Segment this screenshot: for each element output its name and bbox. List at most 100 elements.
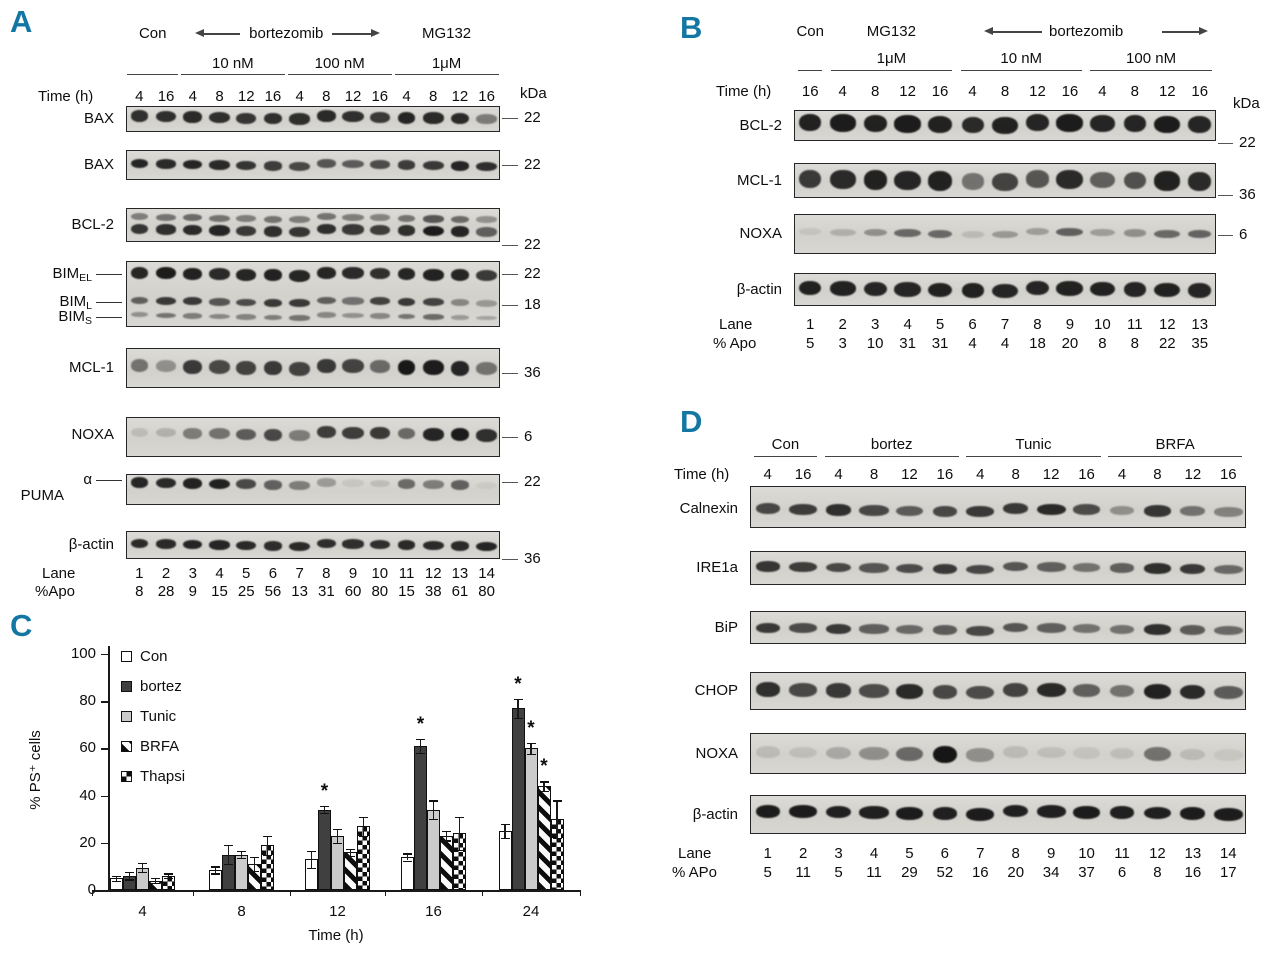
error-cap-bottom — [125, 879, 134, 881]
blot-band — [342, 110, 364, 123]
lane-time: 8 — [215, 88, 224, 105]
time-axis-label: Time (h) — [38, 88, 94, 105]
blot-band — [450, 215, 470, 223]
blot-band — [894, 170, 922, 191]
apo-value: 8 — [135, 583, 144, 600]
concentration-underline — [127, 74, 179, 76]
blot-band — [896, 625, 923, 635]
blot-band — [789, 746, 818, 759]
error-cap-bottom — [151, 882, 160, 885]
apo-value: 4 — [968, 335, 977, 352]
legend-label: BRFA — [140, 738, 180, 755]
lane-time: 4 — [402, 88, 411, 105]
lane-time: 16 — [1061, 83, 1079, 100]
blot-band — [1003, 746, 1029, 758]
error-bar — [310, 851, 313, 868]
blot-band — [1123, 115, 1146, 133]
blot-band — [236, 215, 256, 223]
blot-band — [155, 428, 177, 438]
lane-time: 4 — [1117, 466, 1127, 483]
blot-band — [1025, 113, 1050, 131]
lane-row-label: Lane — [42, 565, 76, 582]
blot-band — [961, 283, 984, 298]
y-tick — [101, 890, 108, 892]
row-label: α — [83, 471, 92, 489]
blot-band — [236, 225, 256, 237]
lane-number: 11 — [1114, 845, 1130, 862]
error-bar — [419, 738, 422, 754]
blot-band — [961, 173, 984, 190]
lane-number: 14 — [478, 565, 495, 582]
error-cap-bottom — [237, 858, 246, 860]
error-bar — [458, 816, 461, 850]
blot-band — [826, 746, 852, 760]
concentration-label: 100 nM — [1126, 50, 1177, 67]
lane-time: 8 — [429, 88, 438, 105]
apo-value: 34 — [1042, 864, 1060, 881]
apo-value: 15 — [211, 583, 228, 600]
y-axis — [108, 646, 110, 892]
blot-band — [397, 225, 416, 236]
concentration-label: 10 nM — [1000, 50, 1043, 67]
lane-row-label: Lane — [678, 845, 712, 862]
blot-band — [317, 426, 336, 439]
treatment-label: Con — [138, 25, 167, 42]
blot-band — [896, 505, 923, 517]
apo-value: 28 — [157, 583, 175, 600]
legend-label: Tunic — [140, 708, 177, 725]
blot-band — [183, 297, 203, 306]
blot-band — [966, 625, 995, 636]
blot-band — [422, 214, 444, 223]
apo-row-label: % Apo — [713, 335, 757, 352]
blot-band — [317, 312, 336, 318]
blot-band — [859, 504, 889, 516]
blot-band — [289, 113, 310, 125]
treatment-underline — [824, 456, 959, 458]
panel-B-letter: B — [680, 10, 703, 45]
apo-value: 9 — [188, 583, 197, 600]
blot-band — [155, 477, 177, 489]
blot-band — [183, 478, 203, 489]
error-cap-top — [250, 856, 259, 859]
row-label: MCL-1 — [736, 171, 782, 189]
blot-band — [1213, 507, 1243, 517]
blot-band — [1110, 684, 1134, 698]
blot-band — [369, 267, 390, 280]
lane-time: 4 — [188, 88, 197, 105]
lane-number: 2 — [161, 565, 171, 582]
error-bar — [253, 856, 256, 872]
blot-band — [1180, 506, 1206, 517]
concentration-label: 1μM — [876, 50, 907, 67]
error-bar — [406, 853, 409, 861]
blot-band — [1090, 114, 1115, 132]
blot-band — [1143, 684, 1172, 699]
lane-time: 12 — [237, 88, 255, 105]
blot-band — [264, 541, 282, 551]
error-bar — [323, 806, 326, 814]
blot-band — [397, 359, 416, 375]
lane-number: 12 — [1149, 845, 1166, 862]
lane-time: 4 — [968, 83, 977, 100]
lane-number: 1 — [763, 845, 772, 862]
blot-band — [317, 213, 336, 221]
blot-band — [1123, 171, 1146, 190]
blot-band — [896, 563, 923, 574]
lane-time: 16 — [1078, 466, 1095, 483]
arrow-line — [992, 31, 1042, 33]
blot-band — [450, 314, 470, 320]
blot-band — [264, 226, 282, 237]
treatment-underline — [1108, 456, 1243, 458]
label-dash — [96, 274, 122, 276]
lane-time: 16 — [1191, 83, 1209, 100]
apo-value: 13 — [291, 583, 308, 600]
concentration-underline — [180, 74, 285, 76]
lane-time: 4 — [838, 83, 847, 100]
lane-time: 12 — [451, 88, 469, 105]
blot-band — [475, 216, 498, 224]
blot-band — [1056, 281, 1084, 296]
blot-band — [966, 807, 995, 821]
lane-time: 12 — [1158, 83, 1176, 100]
blot-band — [927, 282, 953, 298]
legend-swatch-BRFA — [121, 741, 132, 752]
lane-time: 12 — [901, 466, 918, 483]
